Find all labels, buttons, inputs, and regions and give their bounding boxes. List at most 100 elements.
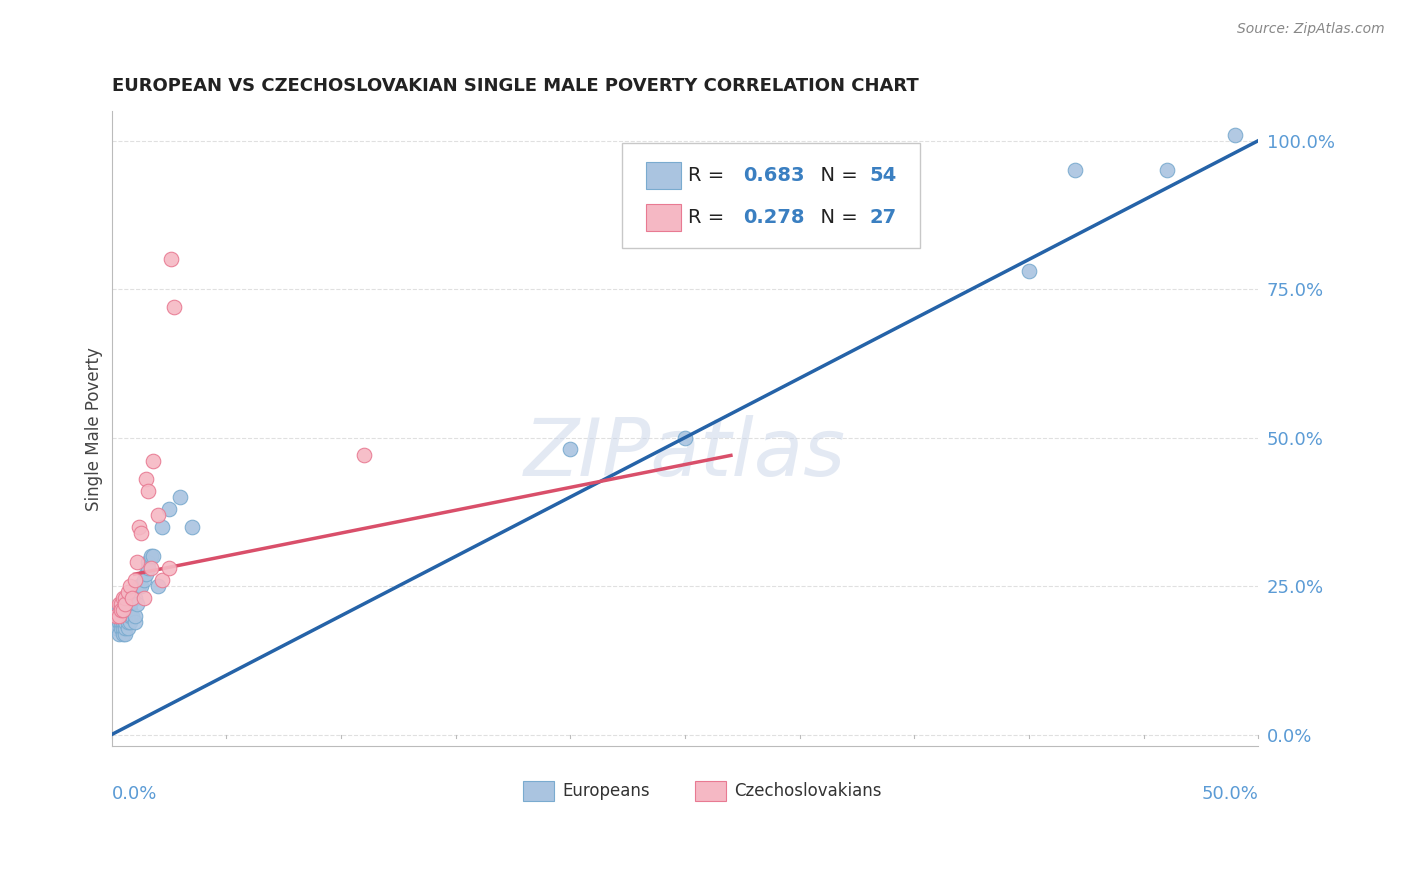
Text: R =: R = bbox=[688, 208, 731, 227]
Point bbox=[117, 597, 139, 611]
Point bbox=[136, 555, 159, 569]
Point bbox=[118, 597, 141, 611]
Point bbox=[142, 454, 165, 468]
Point bbox=[118, 579, 141, 593]
Point bbox=[1225, 128, 1247, 142]
Point bbox=[139, 561, 162, 575]
Point bbox=[673, 431, 696, 445]
Point bbox=[131, 579, 153, 593]
FancyBboxPatch shape bbox=[523, 780, 554, 801]
Text: Czechoslovakians: Czechoslovakians bbox=[734, 782, 882, 800]
Point bbox=[110, 608, 132, 623]
Point bbox=[112, 621, 135, 635]
Point bbox=[157, 561, 180, 575]
Text: N =: N = bbox=[808, 208, 865, 227]
Point bbox=[1156, 163, 1178, 178]
Point bbox=[146, 579, 169, 593]
Point bbox=[105, 608, 128, 623]
Point bbox=[107, 608, 129, 623]
Point bbox=[107, 597, 129, 611]
Point bbox=[110, 615, 132, 629]
Point bbox=[125, 597, 148, 611]
Text: 0.0%: 0.0% bbox=[111, 785, 157, 803]
Text: Europeans: Europeans bbox=[562, 782, 650, 800]
Point bbox=[135, 472, 157, 486]
Point bbox=[121, 591, 143, 605]
FancyBboxPatch shape bbox=[645, 162, 681, 189]
Text: N =: N = bbox=[808, 166, 865, 186]
Point bbox=[107, 603, 129, 617]
Point bbox=[114, 591, 136, 605]
Text: 0.278: 0.278 bbox=[742, 208, 804, 227]
Point bbox=[169, 490, 191, 504]
Point bbox=[560, 442, 582, 457]
Point bbox=[118, 615, 141, 629]
Point bbox=[124, 591, 146, 605]
Text: Source: ZipAtlas.com: Source: ZipAtlas.com bbox=[1237, 22, 1385, 37]
Point bbox=[136, 561, 159, 575]
Point bbox=[157, 501, 180, 516]
Text: 0.683: 0.683 bbox=[742, 166, 804, 186]
Point bbox=[117, 615, 139, 629]
FancyBboxPatch shape bbox=[621, 143, 920, 247]
Text: ZIPatlas: ZIPatlas bbox=[524, 415, 846, 493]
Point bbox=[107, 608, 129, 623]
Point bbox=[112, 608, 135, 623]
Point bbox=[135, 567, 157, 582]
FancyBboxPatch shape bbox=[696, 780, 727, 801]
Point bbox=[107, 615, 129, 629]
Point bbox=[114, 608, 136, 623]
Point bbox=[180, 519, 202, 533]
Point bbox=[118, 603, 141, 617]
Point bbox=[136, 483, 159, 498]
Point bbox=[121, 608, 143, 623]
Point bbox=[105, 621, 128, 635]
Point bbox=[114, 621, 136, 635]
Point bbox=[132, 573, 155, 587]
Point bbox=[160, 252, 183, 267]
Text: R =: R = bbox=[688, 166, 731, 186]
Point bbox=[110, 597, 132, 611]
Point bbox=[117, 621, 139, 635]
Point bbox=[112, 626, 135, 640]
Point bbox=[121, 591, 143, 605]
Point bbox=[128, 519, 150, 533]
Point bbox=[124, 573, 146, 587]
Text: 54: 54 bbox=[869, 166, 897, 186]
FancyBboxPatch shape bbox=[645, 204, 681, 231]
Point bbox=[124, 608, 146, 623]
Point bbox=[112, 591, 135, 605]
Point bbox=[1064, 163, 1087, 178]
Point bbox=[103, 615, 125, 629]
Point bbox=[124, 615, 146, 629]
Point bbox=[132, 591, 155, 605]
Point bbox=[114, 615, 136, 629]
Point bbox=[1018, 264, 1040, 278]
Point bbox=[142, 549, 165, 564]
Point bbox=[114, 603, 136, 617]
Point bbox=[150, 573, 173, 587]
Point bbox=[128, 579, 150, 593]
Text: 50.0%: 50.0% bbox=[1202, 785, 1258, 803]
Text: 27: 27 bbox=[869, 208, 897, 227]
Y-axis label: Single Male Poverty: Single Male Poverty bbox=[86, 347, 103, 510]
Point bbox=[162, 300, 184, 314]
Point bbox=[105, 608, 128, 623]
Point bbox=[112, 615, 135, 629]
Point bbox=[117, 585, 139, 599]
Point bbox=[112, 603, 135, 617]
Point bbox=[110, 603, 132, 617]
Point bbox=[146, 508, 169, 522]
Point bbox=[114, 626, 136, 640]
Point bbox=[107, 626, 129, 640]
Point bbox=[110, 597, 132, 611]
Point bbox=[110, 621, 132, 635]
Point bbox=[131, 525, 153, 540]
Point bbox=[139, 549, 162, 564]
Point bbox=[112, 603, 135, 617]
Point bbox=[118, 608, 141, 623]
Point bbox=[125, 555, 148, 569]
Text: EUROPEAN VS CZECHOSLOVAKIAN SINGLE MALE POVERTY CORRELATION CHART: EUROPEAN VS CZECHOSLOVAKIAN SINGLE MALE … bbox=[111, 78, 918, 95]
Point bbox=[117, 608, 139, 623]
Point bbox=[353, 449, 375, 463]
